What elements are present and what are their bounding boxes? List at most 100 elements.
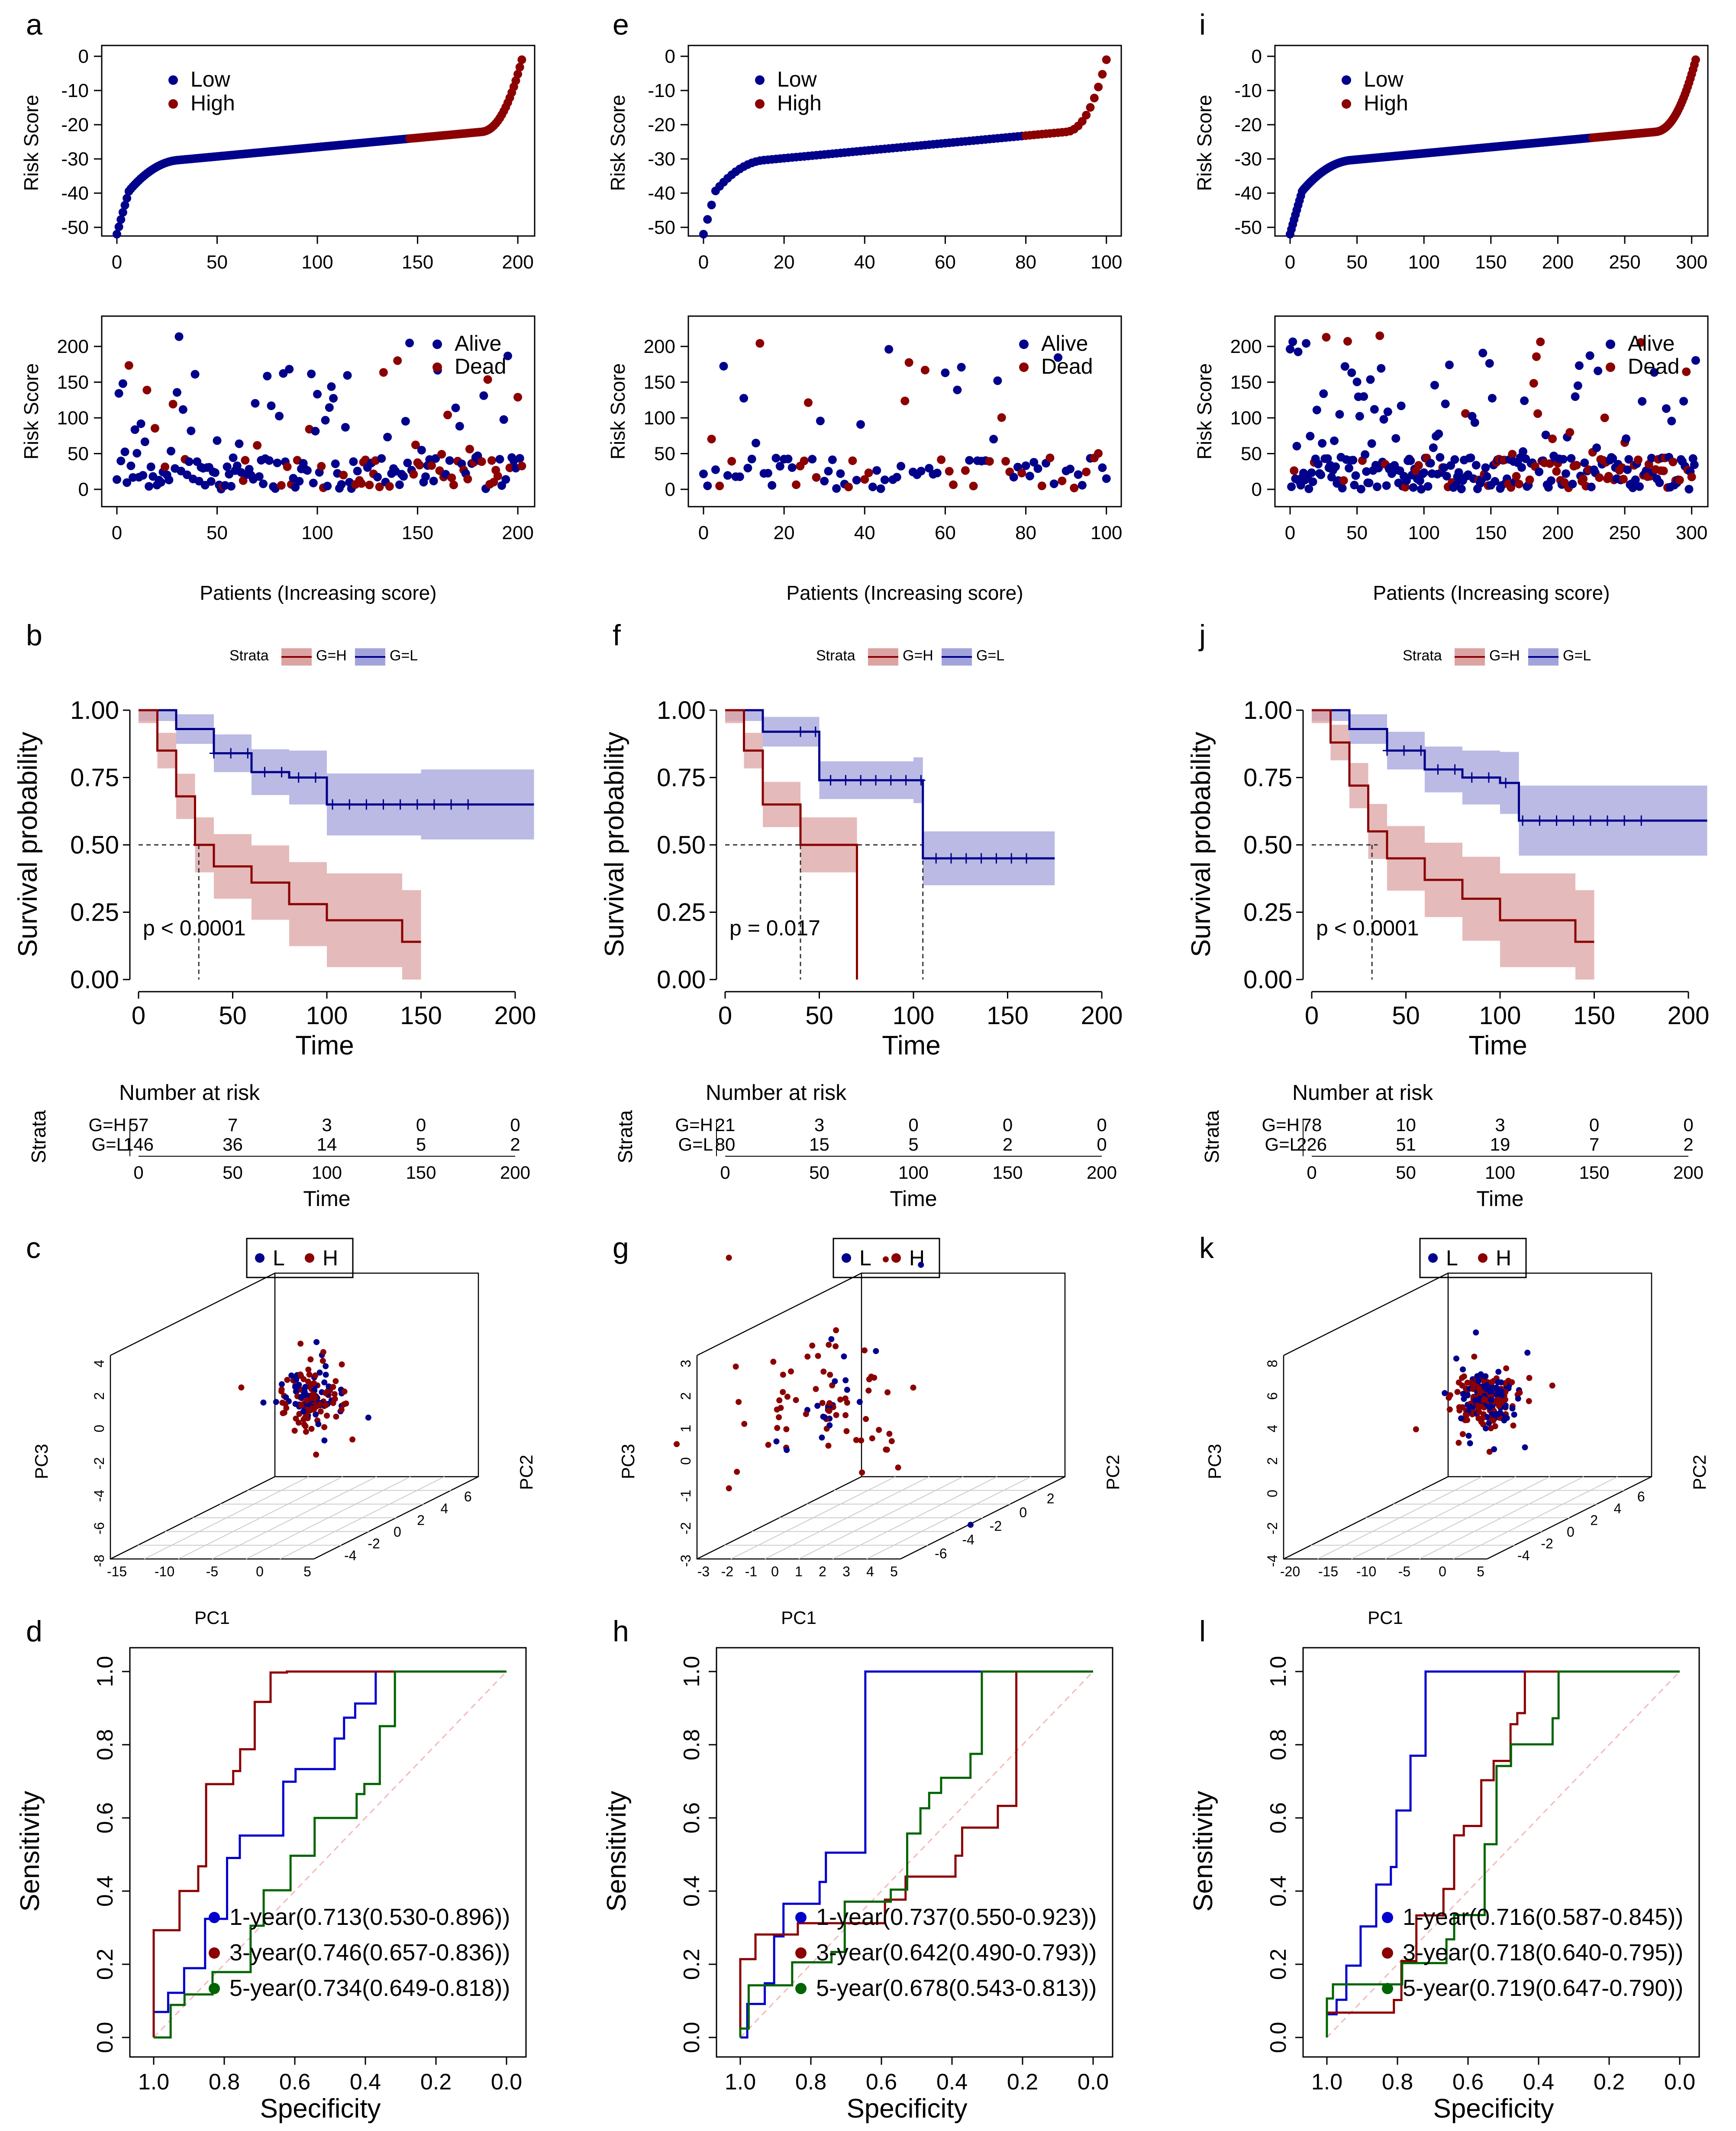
risk-y-label: Risk Score	[1193, 95, 1216, 191]
status-point-alive	[1520, 396, 1529, 405]
pca-point-high	[778, 1405, 784, 1411]
status-y-tick-label: 200	[644, 336, 675, 357]
risk-point-low	[114, 222, 123, 231]
status-point-dead	[1070, 483, 1079, 492]
status-point-alive	[146, 462, 155, 472]
status-point-alive	[880, 475, 889, 485]
risk-table-x-tick: 200	[1087, 1162, 1117, 1183]
pca-point-high	[330, 1400, 336, 1406]
status-point-alive	[429, 476, 438, 485]
pca-point-low	[1504, 1415, 1510, 1421]
status-point-alive	[1098, 463, 1107, 472]
roc-curve-2	[739, 1670, 1093, 2037]
status-point-alive	[1102, 474, 1111, 483]
risk-row-value: 2	[510, 1134, 520, 1154]
pca-point-low	[1458, 1415, 1465, 1422]
status-point-alive	[1491, 477, 1500, 486]
risk-row-value: 14	[317, 1134, 337, 1154]
status-point-alive	[1442, 472, 1451, 481]
status-point-dead	[1512, 472, 1521, 481]
status-point-alive	[1367, 439, 1376, 448]
risk-row-value: 146	[123, 1134, 154, 1154]
pca-legend-h-marker	[1478, 1253, 1488, 1263]
roc-x-tick-label: 0.2	[1594, 2070, 1625, 2095]
pca-point-low	[873, 1348, 879, 1354]
pca-point-low	[315, 1421, 322, 1427]
status-point-dead	[411, 440, 420, 449]
status-x-tick-label: 80	[1015, 522, 1036, 543]
status-point-alive	[1318, 439, 1327, 448]
status-point-alive	[1471, 461, 1481, 470]
roc-diagonal	[739, 1671, 1094, 2038]
status-point-alive	[139, 471, 148, 480]
pca-point-high	[869, 1435, 875, 1442]
pca-point-low	[784, 1447, 790, 1453]
status-y-tick-label: 50	[68, 443, 89, 465]
pca-point-high	[320, 1349, 326, 1355]
status-point-dead	[493, 472, 502, 481]
status-point-alive	[1546, 476, 1555, 485]
roc-legend-marker	[1382, 1947, 1393, 1959]
status-point-alive	[1362, 467, 1371, 476]
km-x-label: Time	[1468, 1031, 1527, 1061]
roc-legend-marker	[209, 1947, 220, 1959]
pca-z-label: PC3	[1204, 1444, 1225, 1479]
pca-point-high	[1509, 1379, 1515, 1385]
pca-point-high	[895, 1464, 901, 1471]
status-point-alive	[965, 456, 974, 465]
legend-high-marker	[1342, 99, 1351, 109]
status-point-alive	[403, 458, 412, 467]
roc-frame	[129, 1647, 527, 2058]
status-y-tick-label: 50	[654, 443, 675, 465]
status-point-dead	[864, 468, 873, 477]
status-point-dead	[969, 482, 978, 491]
status-y-tick-label: 150	[1230, 372, 1262, 393]
status-point-alive	[1423, 482, 1433, 491]
status-point-dead	[755, 339, 765, 348]
pca-y-tick: 6	[464, 1489, 472, 1504]
pca-point-high	[305, 1366, 312, 1373]
km-x-tick-label: 50	[805, 1002, 833, 1030]
status-point-dead	[487, 456, 496, 465]
status-x-tick-label: 200	[1542, 522, 1574, 543]
roc-x-tick-label: 0.4	[1523, 2070, 1554, 2095]
pca-x-tick: 0	[1439, 1564, 1446, 1579]
pca-point-high	[726, 1255, 732, 1261]
status-point-alive	[743, 463, 752, 472]
km-x-tick-label: 0	[1305, 1002, 1319, 1030]
pca-point-high	[298, 1402, 304, 1409]
pca-x-tick: 5	[1477, 1564, 1484, 1579]
status-point-dead	[253, 441, 262, 450]
status-point-alive	[1370, 405, 1379, 414]
km-censor-low	[1383, 745, 1391, 756]
pca-z-tick: 2	[678, 1392, 694, 1400]
status-point-alive	[1450, 455, 1459, 464]
roc-x-tick-label: 1.0	[725, 2070, 756, 2095]
risk-row-value: 226	[1297, 1134, 1327, 1154]
status-point-alive	[1559, 455, 1568, 464]
pca-y-tick: -2	[1541, 1536, 1553, 1552]
pca-x-tick: -10	[155, 1564, 174, 1579]
status-point-dead	[904, 358, 913, 367]
pca-point-low	[288, 1372, 295, 1379]
status-point-alive	[1430, 381, 1439, 390]
status-point-alive	[259, 479, 268, 488]
pca-box-edge	[1283, 1272, 1449, 1356]
km-censor-low	[345, 799, 354, 810]
roc-legend-marker	[1382, 1912, 1393, 1923]
roc-legend-marker	[1382, 1983, 1393, 1994]
pca-point-high	[876, 1427, 882, 1433]
pca-point-low	[1498, 1379, 1504, 1386]
panel-letter: c	[26, 1232, 41, 1264]
status-point-dead	[375, 482, 384, 492]
pca-z-tick: 2	[91, 1392, 107, 1400]
roc-frame	[1302, 1647, 1700, 2058]
pca-point-high	[776, 1414, 782, 1420]
pca-point-high	[1526, 1398, 1532, 1404]
status-point-dead	[860, 475, 869, 484]
status-point-alive	[223, 462, 232, 471]
status-plot-frame	[687, 315, 1122, 508]
risk-point-high	[1098, 70, 1107, 79]
risk-table-x-tick: 100	[1485, 1162, 1515, 1183]
risk-x-tick-label: 0	[1285, 252, 1295, 273]
